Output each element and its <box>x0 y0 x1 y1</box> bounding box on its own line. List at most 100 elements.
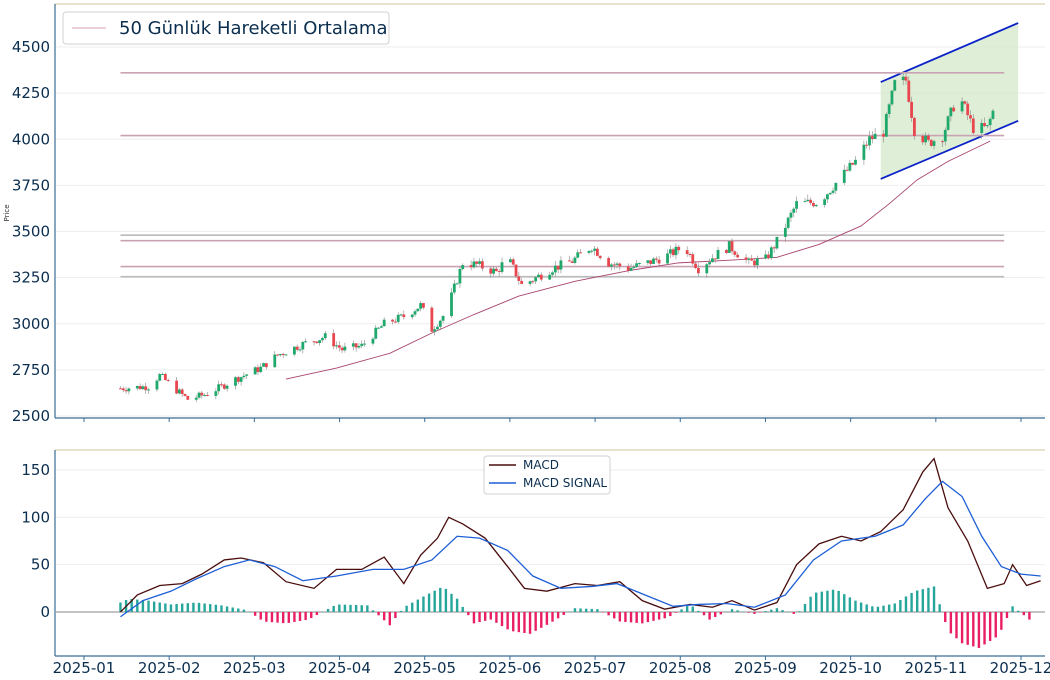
candle-down <box>422 303 425 308</box>
histogram-bar-negative <box>657 612 661 620</box>
y-axis-label: Price <box>3 204 11 221</box>
candle-up <box>814 204 818 207</box>
candle-down <box>276 354 279 356</box>
candle-down <box>963 101 967 104</box>
candle-up <box>646 260 650 264</box>
histogram-bar-positive <box>141 600 145 612</box>
candle-up <box>234 377 237 386</box>
candle-up <box>635 263 639 267</box>
histogram-bar-negative <box>315 612 319 616</box>
histogram-bar-positive <box>197 602 201 612</box>
histogram-bar-positive <box>405 605 408 612</box>
histogram-bar-positive <box>455 598 459 612</box>
price-y-tick-label: 4250 <box>12 84 50 102</box>
trend-channel-fill <box>880 23 1019 179</box>
candle-down <box>713 258 717 260</box>
candle-up <box>259 366 263 373</box>
price-y-tick-label: 3000 <box>12 315 50 333</box>
candle-up <box>949 107 953 117</box>
histogram-bar-positive <box>338 604 341 612</box>
candle-up <box>868 136 871 146</box>
histogram-bar-negative <box>281 612 285 624</box>
x-tick-label: 2025-03 <box>223 659 286 677</box>
histogram-bar-positive <box>938 604 941 612</box>
histogram-bar-positive <box>332 605 335 612</box>
candle-down <box>354 343 358 348</box>
histogram-bar-positive <box>231 607 234 612</box>
candle-down <box>912 117 916 136</box>
price-y-tick-label: 4000 <box>12 130 50 148</box>
price-legend: 50 Günlük Hareketli Ortalama <box>62 11 390 45</box>
histogram-bar-negative <box>562 612 565 615</box>
histogram-bar-negative <box>382 612 386 621</box>
candle-up <box>890 90 894 105</box>
x-tick-label: 2025-09 <box>734 659 797 677</box>
candle-up <box>452 283 456 293</box>
histogram-bar-positive <box>147 600 150 612</box>
candle-up <box>534 277 538 282</box>
histogram-bar-negative <box>646 612 650 623</box>
histogram-bar-positive <box>192 602 195 612</box>
price-y-tick-label: 2750 <box>12 361 50 379</box>
candle-up <box>551 272 554 275</box>
candle-up <box>629 267 633 271</box>
histogram-bar-negative <box>944 612 947 623</box>
candle-down <box>870 136 874 139</box>
histogram-bar-positive <box>326 608 330 612</box>
x-tick-label: 2025-07 <box>564 659 627 677</box>
candle-down <box>514 264 518 277</box>
histogram-bar-positive <box>169 604 173 612</box>
histogram-bar-negative <box>641 612 644 624</box>
candle-up <box>775 236 779 249</box>
histogram-bar-positive <box>932 586 936 612</box>
histogram-bar-negative <box>747 612 751 613</box>
macd-legend: MACD MACD SIGNAL <box>483 455 611 495</box>
x-tick-label: 2025-06 <box>479 659 542 677</box>
candle-down <box>941 141 944 143</box>
candle-down <box>402 314 406 318</box>
histogram-bar-negative <box>613 612 616 619</box>
histogram-bar-negative <box>495 612 498 623</box>
candle-up <box>848 162 852 171</box>
histogram-bar-negative <box>489 612 492 620</box>
candle-up <box>795 201 798 209</box>
histogram-bar-positive <box>220 605 223 612</box>
histogram-bar-positive <box>209 604 212 612</box>
candle-up <box>155 380 159 390</box>
histogram-bar-positive <box>803 603 807 612</box>
candle-up <box>901 76 905 81</box>
histogram-bar-negative <box>253 612 257 616</box>
histogram-bar-negative <box>478 612 481 623</box>
candle-down <box>121 388 125 391</box>
histogram-bar-negative <box>635 612 638 623</box>
candle-down <box>475 261 479 264</box>
candle-down <box>694 263 697 268</box>
candle-up <box>147 389 150 391</box>
candle-down <box>222 384 226 389</box>
histogram-bar-positive <box>214 604 218 612</box>
candle-up <box>478 261 481 264</box>
histogram-bar-negative <box>674 612 678 613</box>
histogram-bar-negative <box>472 612 476 624</box>
candle-down <box>497 271 501 273</box>
histogram-bar-positive <box>444 588 448 612</box>
x-tick-label: 2025-11 <box>904 659 967 677</box>
candle-up <box>716 249 720 260</box>
candle-up <box>988 118 992 126</box>
histogram-bar-negative <box>276 612 279 623</box>
candle-down <box>671 249 675 256</box>
candle-down <box>340 347 344 351</box>
candle-down <box>337 345 341 348</box>
histogram-bar-positive <box>781 610 784 612</box>
histogram-bar-negative <box>556 612 560 619</box>
macd-y-tick-label: 150 <box>21 461 50 479</box>
histogram-bar-positive <box>736 610 739 612</box>
candle-up <box>576 252 580 258</box>
histogram-bar-negative <box>714 612 717 617</box>
histogram-bar-positive <box>584 608 588 612</box>
candle-up <box>441 316 445 321</box>
histogram-bar-negative <box>663 612 666 619</box>
histogram-bar-negative <box>1005 612 1009 619</box>
candle-down <box>517 276 521 281</box>
candle-up <box>293 346 296 355</box>
